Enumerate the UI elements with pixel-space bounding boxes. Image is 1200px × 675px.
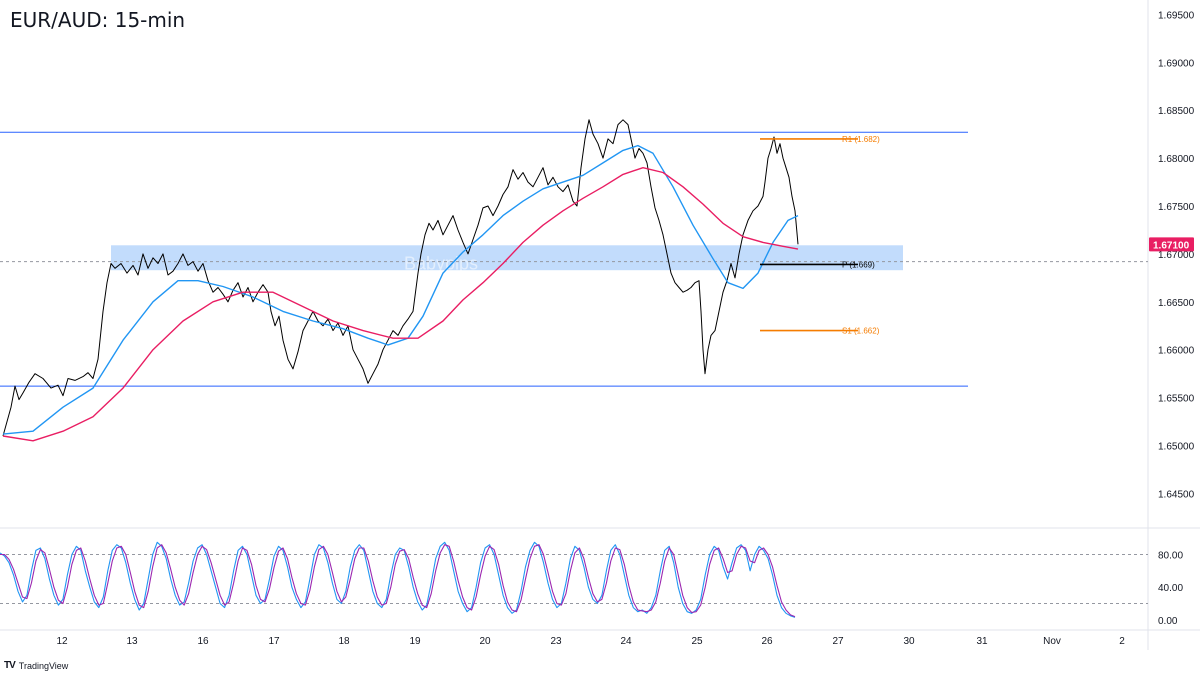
price-tick-label: 1.68000	[1158, 154, 1195, 165]
tradingview-branding: TV TradingView	[4, 660, 68, 671]
price-tick-label: 1.66500	[1158, 298, 1195, 309]
time-tick-label: 17	[268, 636, 280, 647]
price-tick-label: 1.69500	[1158, 10, 1195, 21]
time-tick-label: Nov	[1043, 636, 1061, 647]
price-tick-label: 1.67500	[1158, 202, 1195, 213]
time-tick-label: 13	[126, 636, 138, 647]
price-tick-label: 1.65500	[1158, 394, 1195, 405]
time-tick-label: 27	[832, 636, 844, 647]
oscillator-d-line	[0, 544, 796, 618]
oscillator-k-line	[0, 541, 796, 618]
chart-title: EUR/AUD: 15-min	[10, 8, 186, 32]
time-tick-label: 30	[903, 636, 915, 647]
pivot-label: S1 (1.662)	[842, 327, 880, 336]
time-tick-label: 20	[479, 636, 491, 647]
time-tick-label: 16	[197, 636, 209, 647]
tradingview-label: TradingView	[18, 660, 69, 671]
oscillator-tick-label: 80.00	[1158, 551, 1183, 562]
time-tick-label: 24	[620, 636, 632, 647]
slow-ma-line	[2, 167, 799, 442]
price-tick-label: 1.64500	[1158, 489, 1195, 500]
current-price-tag	[1149, 237, 1194, 252]
pivot-label: R1 (1.682)	[842, 135, 880, 144]
current-price-label: 1.67100	[1153, 240, 1190, 251]
time-tick-label: 26	[761, 636, 773, 647]
time-tick-label: 25	[691, 636, 703, 647]
price-tick-label: 1.69000	[1158, 58, 1195, 69]
price-tick-label: 1.68500	[1158, 106, 1195, 117]
pivot-label: P (1.669)	[842, 260, 875, 269]
fast-ma-line	[2, 144, 799, 435]
time-tick-label: 18	[338, 636, 350, 647]
time-tick-label: 23	[550, 636, 562, 647]
price-tick-label: 1.66000	[1158, 346, 1195, 357]
oscillator-tick-label: 0.00	[1158, 616, 1178, 627]
tradingview-logo-icon: TV	[4, 660, 16, 671]
time-tick-label: 2	[1119, 636, 1125, 647]
oscillator-tick-label: 40.00	[1158, 583, 1183, 594]
time-tick-label: 19	[409, 636, 421, 647]
time-tick-label: 12	[56, 636, 68, 647]
price-tick-label: 1.65000	[1158, 442, 1195, 453]
price-line	[2, 119, 799, 437]
time-tick-label: 31	[976, 636, 988, 647]
price-tick-label: 1.67000	[1158, 250, 1195, 261]
watermark-text: Babypips	[404, 254, 478, 274]
zone-rectangle	[111, 245, 903, 271]
